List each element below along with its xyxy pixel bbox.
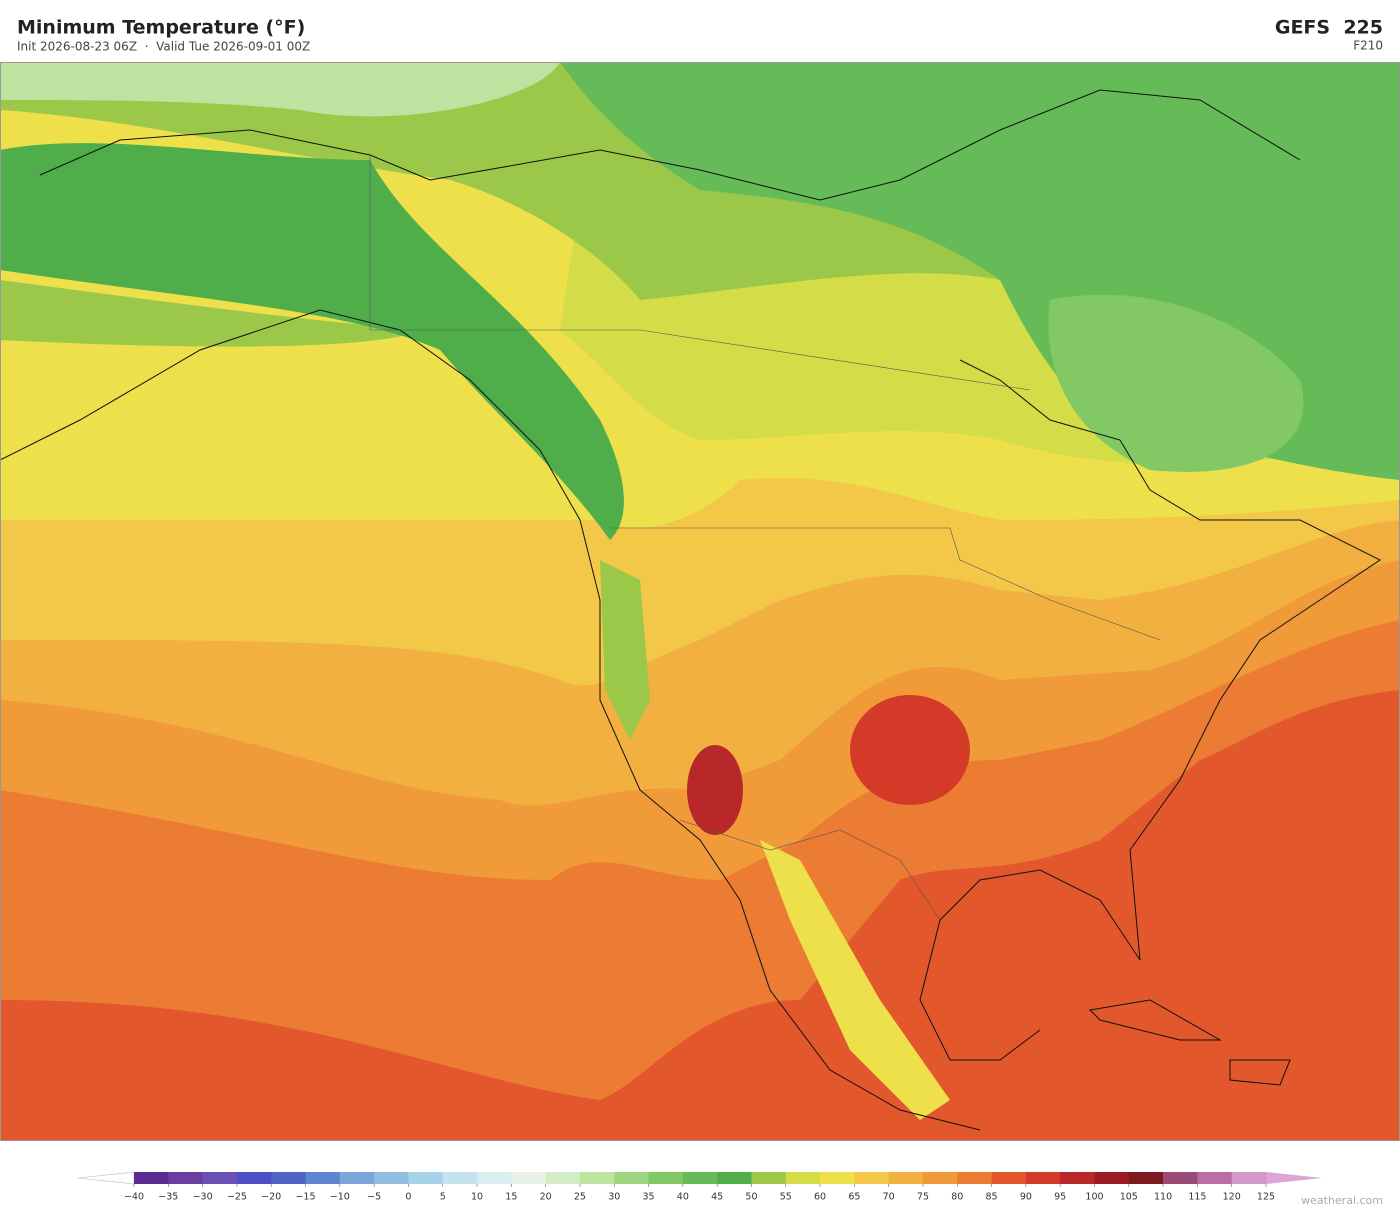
temp-field (0, 280, 420, 347)
colorbar-tick-label: 45 (711, 1192, 723, 1203)
temp-field (0, 62, 560, 117)
colorbar-cell (339, 1172, 375, 1184)
colorbar-cell (579, 1172, 615, 1184)
coastline (0, 89, 1381, 1131)
colorbar-cell (1197, 1172, 1232, 1184)
colorbar-tick-label: 35 (642, 1192, 654, 1203)
colorbar-cell (648, 1172, 684, 1184)
colorbar-tick-label: 5 (440, 1192, 446, 1203)
colorbar-cell (134, 1172, 169, 1184)
title: Minimum Temperature (°F) (17, 17, 305, 39)
temp-field (600, 560, 650, 740)
colorbar-cell (1231, 1172, 1267, 1184)
colorbar-cell (545, 1172, 581, 1184)
colorbar-tick-label: −35 (158, 1192, 178, 1203)
colorbar-tick-label: 25 (574, 1192, 586, 1203)
colorbar-tick-label: −5 (367, 1192, 381, 1203)
colorbar-cell (442, 1172, 478, 1184)
colorbar-cell (682, 1172, 718, 1184)
colorbar-cell (168, 1172, 203, 1184)
colorbar-tick-label: 75 (917, 1192, 929, 1203)
colorbar-tick-label: 20 (540, 1192, 552, 1203)
colorbar-tick-label: 50 (745, 1192, 757, 1203)
temp-field (1048, 294, 1304, 472)
colorbar-tick-label: −20 (261, 1192, 281, 1203)
colorbar-tick-label: 85 (986, 1192, 998, 1203)
colorbar-cell (614, 1172, 649, 1184)
temp-field (850, 695, 970, 805)
colorbar-tick-label: 110 (1154, 1192, 1172, 1203)
colorbar-tick-label: 65 (848, 1192, 860, 1203)
colorbar-cell (922, 1172, 958, 1184)
colorbar-cell (1025, 1172, 1061, 1184)
temp-field (0, 143, 624, 540)
colorbar-tick-label: 115 (1188, 1192, 1206, 1203)
colorbar-cell (717, 1172, 752, 1184)
colorbar-tick-label: −25 (227, 1192, 247, 1203)
colorbar-tick-label: 60 (814, 1192, 826, 1203)
colorbar-tick-label: 90 (1020, 1192, 1032, 1203)
colorbar: −40 −35 −30 −25 −20 −15 −10 −5 0 5 10 15 20 25 30 35 40 4… (77, 1171, 1322, 1203)
colorbar-tick-label: 15 (505, 1192, 517, 1203)
subtitle: Init 2026-08-23 06Z · Valid Tue 2026-09-… (17, 40, 310, 54)
credit: weatherai.com (1301, 1194, 1383, 1207)
colorbar-tick-label: −10 (330, 1192, 350, 1203)
colorbar-cell (236, 1172, 272, 1184)
colorbar-cell (477, 1172, 512, 1184)
colorbar-cell (1163, 1172, 1198, 1184)
colorbar-cell (374, 1172, 409, 1184)
colorbar-tick-label: 30 (608, 1192, 620, 1203)
colorbar-tick-label: 120 (1223, 1192, 1241, 1203)
colorbar-cell (1094, 1172, 1130, 1184)
colorbar-tick-label: −15 (295, 1192, 315, 1203)
colorbar-cell (991, 1172, 1027, 1184)
colorbar-tick-label: 10 (471, 1192, 483, 1203)
colorbar-cell (305, 1172, 341, 1184)
colorbar-tick-label: 55 (780, 1192, 792, 1203)
colorbar-cell (888, 1172, 924, 1184)
model: GEFS 225 (1275, 17, 1383, 39)
colorbar-cell (820, 1172, 855, 1184)
colorbar-over (1266, 1172, 1322, 1184)
colorbar-tick-label: −30 (193, 1192, 213, 1203)
colorbar-cell (957, 1172, 992, 1184)
colorbar-tick-label: 125 (1257, 1192, 1275, 1203)
borders (369, 155, 1161, 921)
colorbar-cell (1128, 1172, 1164, 1184)
colorbar-tick-label: 80 (951, 1192, 963, 1203)
colorbar-tick-label: 95 (1054, 1192, 1066, 1203)
colorbar-cell (785, 1172, 821, 1184)
colorbar-cell (854, 1172, 889, 1184)
colorbar-cell (751, 1172, 787, 1184)
forecast-hour: F210 (1353, 39, 1383, 53)
colorbar-cell (1060, 1172, 1095, 1184)
colorbar-cell (271, 1172, 306, 1184)
colorbar-cell (202, 1172, 238, 1184)
temp-field (687, 745, 743, 835)
colorbar-cell (511, 1172, 546, 1184)
colorbar-tick-label: 70 (883, 1192, 895, 1203)
colorbar-cell (408, 1172, 444, 1184)
colorbar-tick-label: 105 (1120, 1192, 1138, 1203)
colorbar-tick-label: 40 (677, 1192, 689, 1203)
colorbar-tick-label: 0 (405, 1192, 411, 1203)
colorbar-tick-label: −40 (124, 1192, 144, 1203)
temp-field (760, 840, 950, 1120)
map (0, 62, 1400, 1141)
colorbar-tick-label: 100 (1085, 1192, 1103, 1203)
